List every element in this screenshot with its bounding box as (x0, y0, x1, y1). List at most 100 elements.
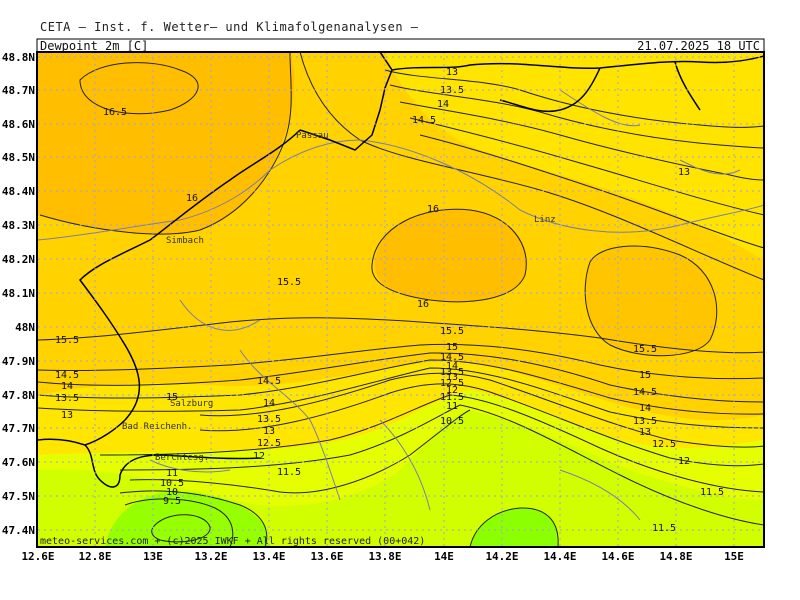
city-label-simbach: Simbach (166, 236, 204, 246)
rivers (38, 89, 764, 521)
contour-label: 13 (446, 67, 458, 78)
lon-tick-label: 12.8E (78, 550, 111, 563)
contour-label: 14 (437, 99, 449, 110)
lat-tick-label: 47.5N (2, 490, 35, 503)
contour-label: 13.5 (55, 393, 79, 404)
dry-pocket-west (105, 491, 269, 547)
lon-tick-label: 13.8E (368, 550, 401, 563)
lon-tick-label: 14.6E (601, 550, 634, 563)
contour-label: 15.5 (277, 277, 301, 288)
lon-tick-label: 13.4E (252, 550, 285, 563)
lon-tick-label: 14E (434, 550, 454, 563)
contour-label: 15.5 (55, 335, 79, 346)
lat-tick-label: 48.1N (2, 287, 35, 300)
lat-tick-label: 48.7N (2, 84, 35, 97)
contour-label: 12 (253, 451, 265, 462)
contour-label: 10 (166, 487, 178, 498)
contour-label: 15.5 (440, 326, 464, 337)
contour-label: 14.5 (440, 352, 464, 363)
contour-label: 12.5 (257, 438, 281, 449)
contour-label: 16.5 (103, 107, 127, 118)
contour-label: 16 (417, 299, 429, 310)
lat-tick-label: 48.3N (2, 219, 35, 232)
lat-tick-label: 48.2N (2, 253, 35, 266)
lon-tick-label: 12.6E (21, 550, 54, 563)
contour-label: 11.5 (440, 392, 464, 403)
contour-label: 12.5 (652, 439, 676, 450)
lat-tick-label: 47.8N (2, 389, 35, 402)
lat-tick-label: 48.4N (2, 185, 35, 198)
contour-lines (38, 52, 764, 547)
contour-label: 11 (446, 401, 458, 412)
lat-tick-label: 47.7N (2, 422, 35, 435)
contour-label: 14 (263, 398, 275, 409)
cool-area-northeast (385, 52, 764, 260)
dry-pocket-south (470, 507, 559, 547)
lat-lon-grid (38, 52, 764, 547)
contour-label: 13 (263, 426, 275, 437)
contour-label: 13 (61, 410, 73, 421)
map-frame (36, 51, 765, 548)
contour-label: 13.5 (440, 85, 464, 96)
contour-label: 12 (446, 385, 458, 396)
lon-tick-label: 13.6E (310, 550, 343, 563)
valid-time-label: 21.07.2025 18 UTC (637, 39, 760, 53)
city-label-salzburg: Salzburg (170, 399, 213, 409)
lat-tick-label: 47.6N (2, 456, 35, 469)
contour-labels: 16.5 16 16 16 15.5 15.5 15.5 15.5 15 15 … (55, 107, 724, 534)
lat-axis: 48.8N 48.7N 48.6N 48.5N 48.4N 48.3N 48.2… (2, 51, 35, 537)
lon-axis: 12.6E 12.8E 13E 13.2E 13.4E 13.6E 13.8E … (21, 550, 744, 563)
lon-tick-label: 13E (143, 550, 163, 563)
contour-label: 14.5 (257, 376, 281, 387)
contour-label: 14.5 (412, 115, 436, 126)
contour-label: 13 (446, 372, 458, 383)
contour-label: 14 (61, 381, 73, 392)
contour-label: 16 (186, 193, 198, 204)
contour-label: 15 (166, 392, 178, 403)
contour-label: 14.5 (55, 370, 79, 381)
lon-tick-label: 13.2E (194, 550, 227, 563)
contour-label: 13.5 (257, 414, 281, 425)
lat-tick-label: 47.9N (2, 355, 35, 368)
city-label-passau: Passau (296, 131, 329, 141)
contour-label: 14 (639, 403, 651, 414)
parameter-label: Dewpoint 2m [C] (40, 39, 148, 53)
contour-label: 16 (427, 204, 439, 215)
contour-label: 9.5 (163, 496, 181, 507)
contour-label: 10.5 (440, 416, 464, 427)
city-label-bad-reichenhall: Bad Reichenh. (122, 422, 192, 432)
contour-label: 15 (639, 370, 651, 381)
contour-label: 12.5 (440, 378, 464, 389)
contour-label: 13 (678, 167, 690, 178)
contour-label: 13.5 (440, 367, 464, 378)
copyright-footer: meteo-services.com + (c)2025 IWKF + All … (40, 536, 425, 547)
warm-area-center (374, 209, 528, 302)
lat-tick-label: 47.4N (2, 524, 35, 537)
contour-label: 13.5 (633, 416, 657, 427)
contour-label: 15.5 (633, 344, 657, 355)
lon-tick-label: 14.2E (485, 550, 518, 563)
lat-tick-label: 48.8N (2, 51, 35, 64)
contour-label: 11.5 (652, 523, 676, 534)
contour-label: 14.5 (633, 387, 657, 398)
contour-label: 12 (678, 456, 690, 467)
contour-label: 11 (166, 468, 178, 479)
contour-label: 15 (446, 342, 458, 353)
contour-label: 11.5 (277, 467, 301, 478)
warm-area-northwest (38, 52, 294, 235)
city-label-linz: Linz (534, 215, 556, 225)
lat-tick-label: 48.5N (2, 151, 35, 164)
contour-labels-north: 13 13.5 14 14.5 13 (412, 67, 690, 178)
lat-tick-label: 48.6N (2, 118, 35, 131)
institute-title: CETA — Inst. f. Wetter— und Klimafolgena… (40, 20, 419, 34)
contour-label: 14 (446, 361, 458, 372)
lon-tick-label: 14.8E (659, 550, 692, 563)
city-label-berchtesgaden: Berchtesg. (155, 453, 209, 463)
contour-label: 11.5 (700, 487, 724, 498)
contour-label: 10.5 (160, 478, 184, 489)
lon-tick-label: 14.4E (543, 550, 576, 563)
lat-tick-label: 48N (15, 321, 35, 334)
lon-tick-label: 15E (724, 550, 744, 563)
contour-label: 13 (639, 427, 651, 438)
